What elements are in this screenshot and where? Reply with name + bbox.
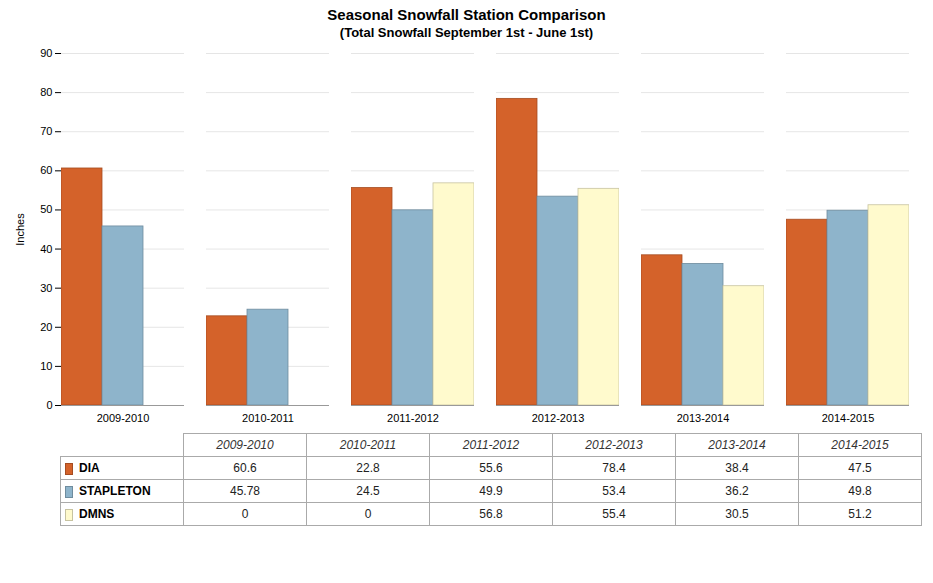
html-text:38.4: 38.4 bbox=[725, 461, 749, 475]
html-text:DMNS: DMNS bbox=[79, 507, 115, 521]
html-text:22.8: 22.8 bbox=[356, 461, 380, 475]
html-text:DIA: DIA bbox=[79, 461, 100, 475]
svg-text:20: 20 bbox=[40, 321, 52, 333]
html-text:2013-2014: 2013-2014 bbox=[708, 438, 766, 452]
svg-text:2012-2013: 2012-2013 bbox=[532, 412, 585, 424]
html-text:49.8: 49.8 bbox=[848, 484, 872, 498]
html-text:36.2: 36.2 bbox=[725, 484, 749, 498]
svg-text:2010-2011: 2010-2011 bbox=[242, 412, 294, 424]
svg-text:40: 40 bbox=[40, 243, 52, 255]
svg-text:10: 10 bbox=[40, 360, 52, 372]
html-text:30.5: 30.5 bbox=[725, 507, 749, 521]
html-text:56.8: 56.8 bbox=[479, 507, 503, 521]
html-text:55.4: 55.4 bbox=[602, 507, 626, 521]
html-text:2009-2010: 2009-2010 bbox=[216, 438, 274, 452]
html-text:78.4: 78.4 bbox=[602, 461, 626, 475]
svg-text:50: 50 bbox=[40, 203, 52, 215]
html-text:55.6: 55.6 bbox=[479, 461, 503, 475]
svg-text:30: 30 bbox=[40, 282, 52, 294]
svg-text:0: 0 bbox=[46, 399, 52, 411]
svg-text:70: 70 bbox=[40, 125, 52, 137]
html-text:47.5: 47.5 bbox=[848, 461, 872, 475]
html-text:0: 0 bbox=[364, 507, 372, 521]
html-text:49.9: 49.9 bbox=[479, 484, 503, 498]
svg-text:2013-2014: 2013-2014 bbox=[677, 412, 730, 424]
html-text:2010-2011: 2010-2011 bbox=[339, 438, 397, 452]
html-text:24.5: 24.5 bbox=[356, 484, 380, 498]
html-text:Seasonal Snowfall Station Comp: Seasonal Snowfall Station Comparison bbox=[327, 6, 606, 23]
html-text:51.2: 51.2 bbox=[848, 507, 872, 521]
html-text:60.6: 60.6 bbox=[233, 461, 257, 475]
svg-text:Inches: Inches bbox=[14, 213, 26, 246]
html-text:53.4: 53.4 bbox=[602, 484, 626, 498]
html-text:2014-2015: 2014-2015 bbox=[831, 438, 889, 452]
svg-text:2014-2015: 2014-2015 bbox=[822, 412, 875, 424]
html-text:STAPLETON: STAPLETON bbox=[79, 484, 151, 498]
svg-text:60: 60 bbox=[40, 164, 52, 176]
html-text:2011-2012: 2011-2012 bbox=[462, 438, 520, 452]
html-text:45.78: 45.78 bbox=[230, 484, 260, 498]
svg-text:80: 80 bbox=[40, 86, 52, 98]
svg-text:2009-2010: 2009-2010 bbox=[97, 412, 150, 424]
svg-text:2011-2012: 2011-2012 bbox=[387, 412, 439, 424]
html-text:0: 0 bbox=[241, 507, 249, 521]
svg-text:90: 90 bbox=[40, 47, 52, 59]
html-text:(Total Snowfall September 1st: (Total Snowfall September 1st - June 1st… bbox=[339, 25, 594, 40]
html-text:2012-2013: 2012-2013 bbox=[585, 438, 643, 452]
